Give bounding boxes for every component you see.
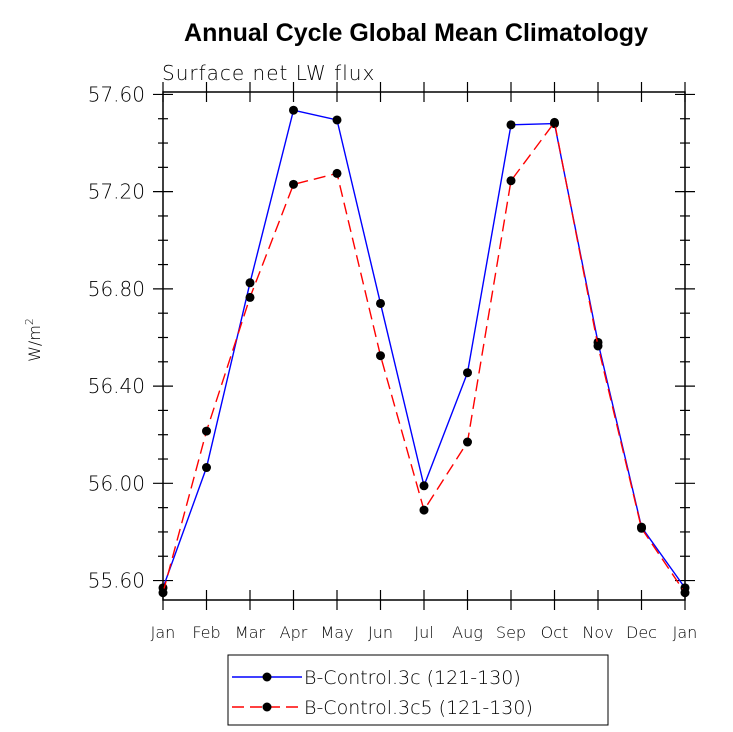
data-point bbox=[289, 179, 298, 189]
chart-title: Annual Cycle Global Mean Climatology bbox=[184, 19, 648, 47]
x-tick-label: Jun bbox=[368, 623, 393, 642]
y-axis-label-superscript: 2 bbox=[23, 318, 36, 325]
plot-frame bbox=[162, 91, 686, 601]
legend-label: B-Control.3c5 (121-130) bbox=[304, 697, 533, 719]
axis-ticks bbox=[153, 82, 695, 610]
x-tick-label: Jan bbox=[151, 623, 176, 642]
data-point bbox=[506, 120, 516, 130]
data-point bbox=[245, 292, 255, 302]
series-1 bbox=[158, 105, 690, 593]
y-axis-label: W/m2 bbox=[23, 318, 44, 362]
legend-box bbox=[227, 654, 609, 726]
y-tick-label: 56.00 bbox=[88, 471, 145, 495]
data-point bbox=[332, 115, 342, 125]
x-tick-label: Oct bbox=[541, 623, 569, 642]
y-tick-label: 57.20 bbox=[88, 180, 145, 204]
legend-marker bbox=[262, 702, 272, 712]
x-tick-label: Jul bbox=[414, 623, 433, 642]
data-point bbox=[376, 351, 385, 361]
y-tick-labels: 55.60 56.00 56.40 56.80 57.20 57.60 bbox=[88, 82, 145, 592]
data-point bbox=[419, 481, 429, 491]
legend: B-Control.3c (121-130) B-Control.3c5 (121… bbox=[227, 654, 609, 726]
x-tick-label: Apr bbox=[280, 623, 308, 642]
data-point bbox=[202, 463, 211, 473]
data-point bbox=[550, 117, 559, 127]
series-line bbox=[162, 120, 686, 594]
x-tick-label: Dec bbox=[626, 623, 657, 642]
y-axis-label-main: W/m bbox=[25, 325, 44, 362]
x-tick-label: Jan bbox=[673, 623, 698, 642]
x-tick-label: Aug bbox=[452, 623, 483, 642]
legend-label: B-Control.3c (121-130) bbox=[304, 667, 521, 689]
x-tick-label: Nov bbox=[582, 623, 613, 642]
y-tick-label: 55.60 bbox=[88, 569, 145, 593]
data-point bbox=[245, 278, 255, 288]
data-point bbox=[680, 588, 690, 598]
data-point bbox=[158, 588, 168, 598]
x-tick-labels: Jan Feb Mar Apr May Jun Jul Aug Sep Oct Nov Dec Jan bbox=[151, 623, 698, 642]
data-point bbox=[419, 505, 429, 515]
chart-subtitle: Surface net LW flux bbox=[162, 61, 375, 85]
legend-entries: B-Control.3c (121-130) B-Control.3c5 (121… bbox=[232, 667, 533, 719]
x-tick-label: Sep bbox=[496, 623, 526, 642]
data-point bbox=[463, 368, 472, 378]
data-point bbox=[506, 176, 516, 186]
x-tick-label: May bbox=[320, 623, 353, 642]
data-point bbox=[463, 437, 472, 447]
y-tick-label: 56.40 bbox=[88, 374, 145, 398]
x-tick-label: Feb bbox=[192, 623, 220, 642]
data-point bbox=[637, 523, 646, 533]
svg-text:W/m2: W/m2 bbox=[23, 318, 44, 362]
series-line bbox=[162, 109, 686, 589]
series-layer bbox=[158, 105, 690, 598]
data-point bbox=[202, 426, 211, 436]
legend-marker bbox=[262, 672, 272, 682]
data-point bbox=[332, 168, 342, 178]
y-tick-label: 57.60 bbox=[88, 82, 145, 106]
series-2 bbox=[158, 117, 690, 598]
x-tick-label: Mar bbox=[235, 623, 266, 642]
data-point bbox=[376, 298, 385, 308]
y-tick-label: 56.80 bbox=[88, 277, 145, 301]
data-point bbox=[593, 341, 603, 351]
data-point bbox=[289, 105, 298, 115]
